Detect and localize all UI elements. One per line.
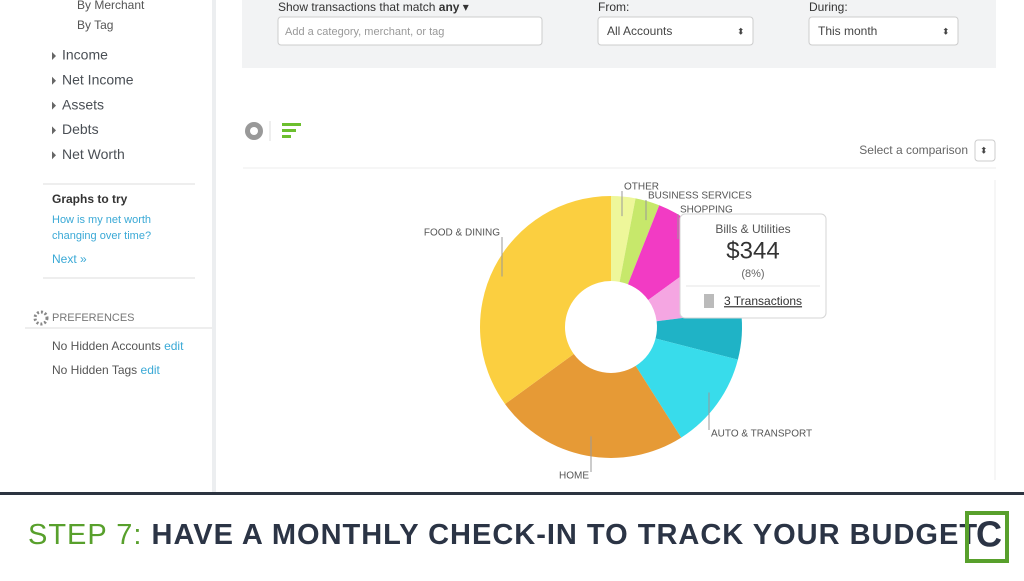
icon-bar <box>282 123 301 126</box>
logo: C <box>976 514 1002 555</box>
donut-slice[interactable] <box>479 196 611 404</box>
comparison-label: Select a comparison <box>859 143 968 157</box>
slice-label: HOME <box>559 471 589 482</box>
during-value: This month <box>818 24 877 38</box>
donut-slice[interactable] <box>611 196 636 282</box>
select-arrow: ⬍ <box>737 26 745 36</box>
banner-step: STEP 7: <box>28 519 142 551</box>
sidebar-link[interactable]: By Merchant <box>77 0 145 12</box>
graphs-question[interactable]: How is my net worth <box>52 214 151 226</box>
icon-bar <box>282 129 296 132</box>
expand-arrow <box>52 126 56 135</box>
donut-slice[interactable] <box>619 198 660 285</box>
expand-arrow <box>52 151 56 160</box>
gear-icon <box>33 310 49 326</box>
during-select[interactable] <box>808 16 959 46</box>
search-input[interactable] <box>277 16 543 46</box>
banner <box>0 492 1024 576</box>
donut-view-hole <box>250 127 258 135</box>
match-label-text: Show transactions that match <box>278 0 435 14</box>
graphs-question[interactable]: changing over time? <box>52 230 151 242</box>
sidebar-edge <box>212 0 216 493</box>
slice-label: FOOD & DINING <box>424 228 500 239</box>
slice-label: AUTO & TRANSPORT <box>711 429 812 440</box>
icon-bar <box>282 135 291 138</box>
sections: Income Net Income Assets Debts Net Worth <box>52 47 134 162</box>
sidebar-section[interactable]: Income <box>62 47 108 63</box>
donut-slice[interactable] <box>505 354 682 458</box>
expand-arrow <box>52 52 56 60</box>
sidebar-section[interactable]: Assets <box>62 96 104 112</box>
edit-link[interactable]: edit <box>141 363 161 377</box>
hidden-accounts-text: No Hidden Accounts <box>52 339 161 353</box>
banner-title: HAVE A MONTHLY CHECK-IN TO TRACK YOUR BU… <box>152 519 979 551</box>
from-select[interactable] <box>597 16 754 46</box>
graphs-title: Graphs to try <box>52 192 128 206</box>
preferences-title: PREFERENCES <box>52 312 135 324</box>
sidebar-section[interactable]: Net Worth <box>62 146 125 162</box>
match-value[interactable]: any <box>439 0 460 14</box>
sidebar-section[interactable]: Debts <box>62 121 99 137</box>
doc-icon <box>704 294 714 308</box>
banner-text: STEP 7: HAVE A MONTHLY CHECK-IN TO TRACK… <box>28 519 978 551</box>
logo-frame <box>965 511 1009 563</box>
select-arrow: ⬍ <box>980 145 988 155</box>
match-label: Show transactions that match any ▾ <box>278 0 469 14</box>
tooltip <box>679 213 827 319</box>
comparison-select[interactable] <box>974 139 996 162</box>
sidebar <box>0 0 212 493</box>
tooltip-amount: $344 <box>726 237 779 264</box>
sidebar-link[interactable]: By Tag <box>77 18 113 32</box>
hidden-tags-text: No Hidden Tags <box>52 363 137 377</box>
sidebar-section[interactable]: Net Income <box>62 72 134 88</box>
bar-view-icon[interactable] <box>282 123 301 138</box>
donut-slice[interactable] <box>635 338 738 438</box>
slice-label: SHOPPING <box>680 205 733 216</box>
expand-arrow <box>52 101 56 110</box>
banner-rule <box>0 492 1024 495</box>
next-link[interactable]: Next » <box>52 252 87 266</box>
select-arrow: ⬍ <box>942 26 950 36</box>
search-placeholder: Add a category, merchant, or tag <box>285 26 444 38</box>
tooltip-share: (8%) <box>741 268 764 280</box>
edit-link[interactable]: edit <box>164 339 184 353</box>
from-value: All Accounts <box>607 24 672 38</box>
expand-arrow <box>52 76 56 85</box>
from-label: From: <box>598 0 629 14</box>
tooltip-transactions[interactable]: 3 Transactions <box>724 294 802 308</box>
hidden-tags: No Hidden Tags edit <box>52 363 161 377</box>
slice-label: OTHER <box>624 182 659 193</box>
tooltip-category: Bills & Utilities <box>715 222 790 236</box>
slice-label: BUSINESS SERVICES <box>648 191 752 202</box>
hidden-accounts: No Hidden Accounts edit <box>52 339 184 353</box>
during-label: During: <box>809 0 848 14</box>
donut-slice[interactable] <box>655 310 742 360</box>
